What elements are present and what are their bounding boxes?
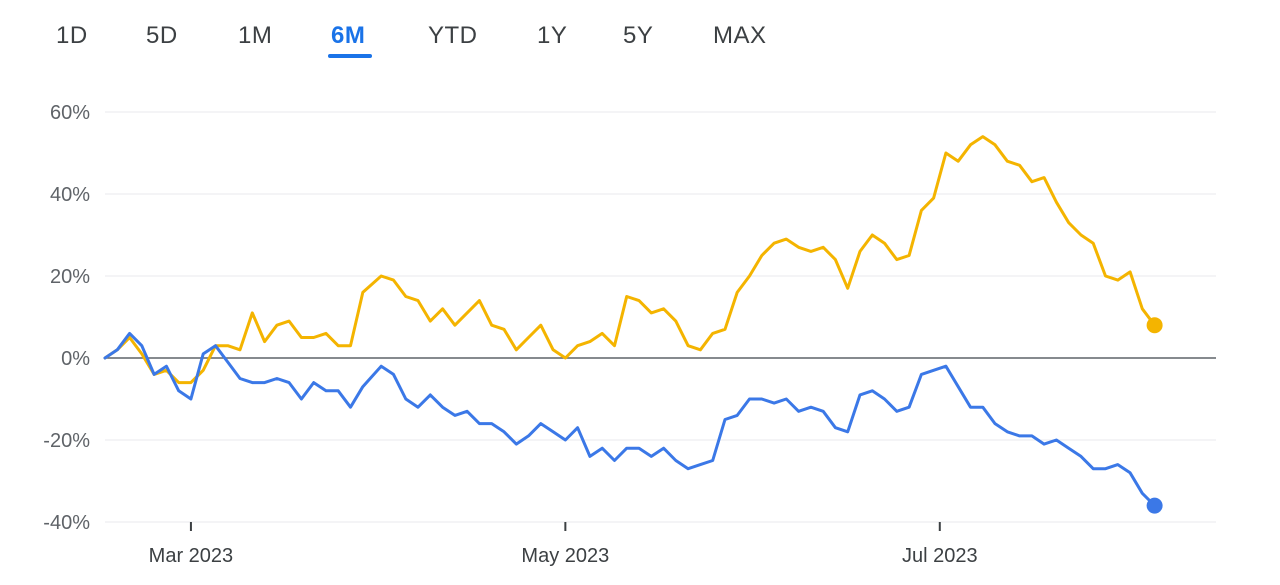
y-tick-label: 60% [50,102,90,124]
tab-1m[interactable]: 1M [238,22,273,49]
tab-max[interactable]: MAX [713,22,767,49]
x-tick-label: May 2023 [521,545,609,567]
tab-1y[interactable]: 1Y [537,22,568,49]
tab-5y[interactable]: 5Y [623,22,654,49]
y-tick-label: -40% [43,512,90,534]
tab-5d[interactable]: 5D [146,22,178,49]
y-tick-label: -20% [43,430,90,452]
x-tick-label: Jul 2023 [902,545,978,567]
series-end-marker-2 [1146,497,1163,514]
active-tab-indicator [328,54,372,58]
time-range-tabs: 1D 5D 1M 6M YTD 1Y 5Y MAX [0,0,1280,70]
x-tick-label: Mar 2023 [149,545,234,567]
y-tick-label: 0% [61,348,90,370]
series-line-1 [103,135,1157,385]
series-end-marker-1 [1146,317,1163,334]
y-tick-label: 20% [50,266,90,288]
tab-ytd[interactable]: YTD [428,22,478,49]
series-line-2 [103,331,1157,508]
tab-6m[interactable]: 6M [331,22,366,49]
tab-1d[interactable]: 1D [56,22,88,49]
y-tick-label: 40% [50,184,90,206]
